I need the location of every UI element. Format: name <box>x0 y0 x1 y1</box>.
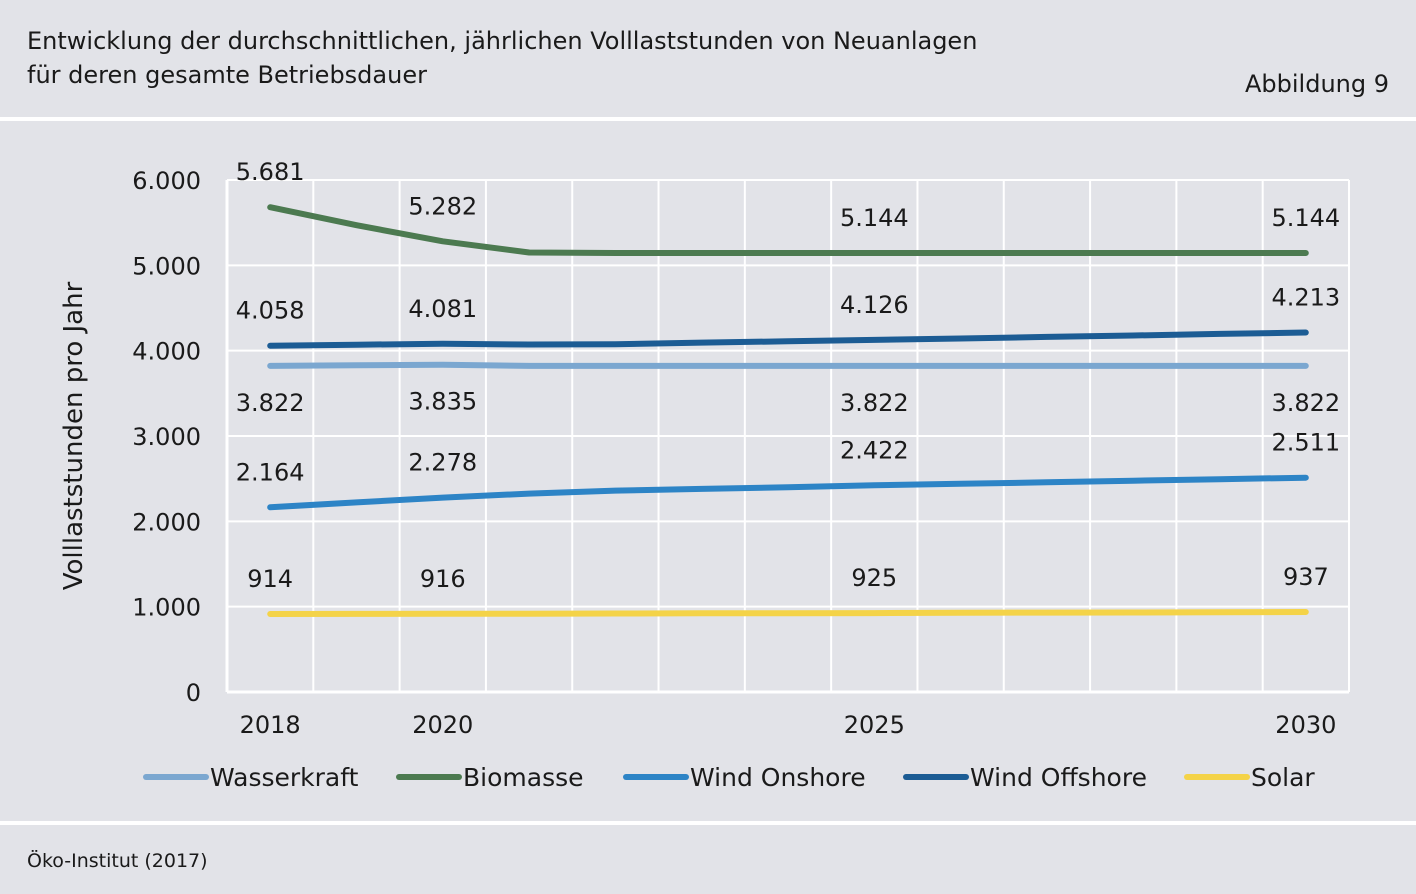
y-tick-label: 3.000 <box>132 423 201 451</box>
data-label: 5.144 <box>1271 204 1340 232</box>
data-label: 5.144 <box>840 204 909 232</box>
y-tick-label: 4.000 <box>132 338 201 366</box>
data-label: 3.822 <box>1271 389 1340 417</box>
data-label: 925 <box>851 564 897 592</box>
line-chart: 0 1.000 2.000 3.000 4.000 5.000 6.000 2018 2020 2… <box>59 158 1350 792</box>
data-label: 937 <box>1283 563 1329 591</box>
x-tick-label: 2025 <box>844 711 905 739</box>
data-label: 4.081 <box>408 295 477 323</box>
data-label: 2.422 <box>840 436 909 464</box>
legend-label: Biomasse <box>463 763 584 792</box>
x-tick-label: 2018 <box>240 711 301 739</box>
data-label: 914 <box>247 565 293 593</box>
series-line-wind-onshore <box>267 474 1309 511</box>
x-tick-label: 2030 <box>1275 711 1336 739</box>
y-tick-label: 2.000 <box>132 508 201 536</box>
data-label: 916 <box>420 565 466 593</box>
data-label: 3.835 <box>408 388 477 416</box>
data-label: 2.511 <box>1271 429 1340 457</box>
y-tick-label: 5.000 <box>132 252 201 280</box>
header-divider <box>0 117 1416 121</box>
data-label: 2.278 <box>408 449 477 477</box>
series-line-solar <box>267 609 1309 617</box>
data-label: 4.213 <box>1271 283 1340 311</box>
source-note: Öko-Institut (2017) <box>27 850 208 872</box>
data-label: 5.681 <box>236 158 305 186</box>
data-label: 3.822 <box>236 389 305 417</box>
y-tick-label: 0 <box>186 679 201 707</box>
chart-title-line-2: für deren gesamte Betriebsdauer <box>27 61 427 89</box>
chart-title-line-1: Entwicklung der durchschnittlichen, jähr… <box>27 27 978 55</box>
data-label: 4.058 <box>236 297 305 325</box>
legend-label: Solar <box>1251 763 1315 792</box>
legend-label: Wasserkraft <box>210 763 359 792</box>
legend-label: Wind Onshore <box>690 763 866 792</box>
data-label: 4.126 <box>840 291 909 319</box>
legend-label: Wind Offshore <box>970 763 1147 792</box>
data-label: 3.822 <box>840 389 909 417</box>
data-label: 5.282 <box>408 192 477 220</box>
x-tick-label: 2020 <box>412 711 473 739</box>
series-line-wasserkraft <box>267 361 1309 369</box>
y-tick-label: 6.000 <box>132 167 201 195</box>
data-label: 2.164 <box>236 458 305 486</box>
y-axis-title: Volllaststunden pro Jahr <box>59 281 89 590</box>
y-tick-label: 1.000 <box>132 594 201 622</box>
chart-header: Entwicklung der durchschnittlichen, jähr… <box>0 0 1416 118</box>
series-line-biomasse <box>267 204 1309 256</box>
footer-divider <box>0 821 1416 825</box>
chart-area: 0 1.000 2.000 3.000 4.000 5.000 6.000 2018 2020 2… <box>0 121 1416 821</box>
series-line-wind-offshore <box>267 329 1309 349</box>
figure-label: Abbildung 9 <box>1244 70 1389 98</box>
